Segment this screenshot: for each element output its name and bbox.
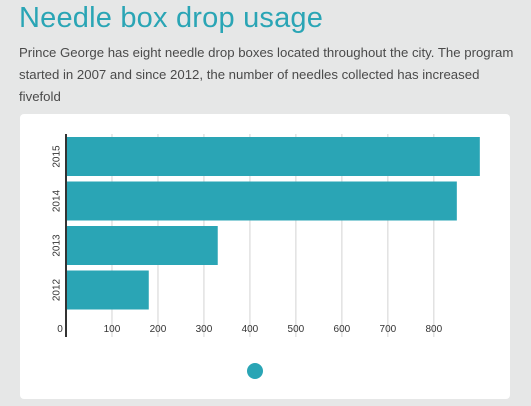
chart-card: 2015 2014 2013 2012 0 100 200 300 400 500 600 700 80…: [20, 114, 510, 399]
y-tick-label: 2013: [52, 234, 63, 257]
page-subtitle: Prince George has eight needle drop boxe…: [19, 45, 514, 104]
bar-2012[interactable]: [66, 270, 149, 310]
x-tick-label: 400: [242, 324, 259, 335]
bar-2015[interactable]: [66, 137, 480, 176]
x-tick-label: 200: [150, 324, 167, 335]
x-tick-label: 800: [425, 324, 442, 335]
x-tick-label: 700: [380, 324, 397, 335]
page-title: Needle box drop usage: [19, 2, 324, 34]
bar-chart: 2015 2014 2013 2012 0 100 200 300 400 500 600 700 80…: [52, 134, 480, 337]
x-tick-label: 300: [196, 324, 213, 335]
y-tick-label: 2015: [52, 145, 63, 168]
x-tick-label: 500: [288, 324, 305, 335]
y-tick-label: 2014: [52, 189, 63, 212]
y-tick-label: 2012: [52, 278, 63, 301]
bar-2013[interactable]: [66, 226, 218, 265]
x-tick-label: 0: [57, 324, 63, 335]
x-tick-label: 100: [104, 324, 121, 335]
x-tick-label: 600: [334, 324, 351, 335]
pager-dot-icon[interactable]: [247, 363, 263, 379]
bar-2014[interactable]: [66, 181, 457, 221]
